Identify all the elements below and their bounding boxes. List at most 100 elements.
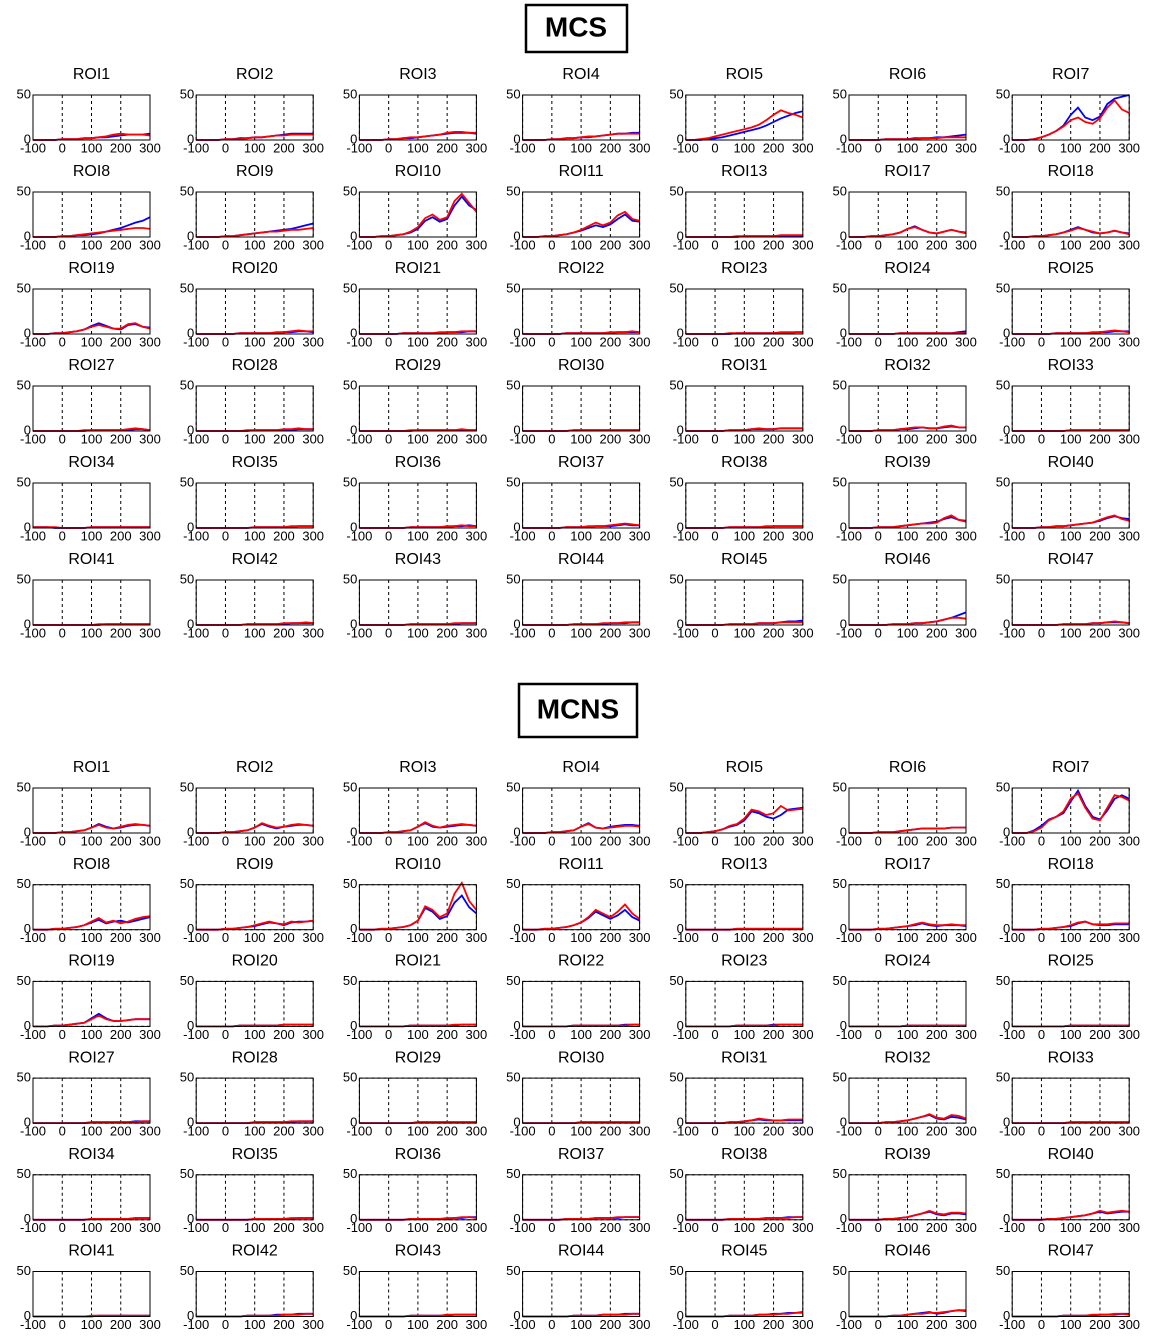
x-tick-label: 0	[875, 833, 882, 848]
y-tick-label: 50	[833, 1263, 847, 1278]
x-tick-label: 100	[733, 1027, 755, 1042]
y-tick-label: 50	[17, 876, 31, 891]
x-tick-label: 200	[763, 930, 785, 945]
x-tick-label: 100	[733, 528, 755, 543]
y-tick-label: 50	[17, 280, 31, 295]
plot-title: ROI36	[395, 1146, 441, 1163]
plot-title: ROI17	[884, 163, 930, 180]
y-tick-label: 50	[833, 1166, 847, 1181]
plot-title: ROI44	[558, 551, 604, 568]
x-tick-label: 100	[733, 140, 755, 155]
plot-title: ROI45	[721, 551, 767, 568]
plot-frame	[358, 787, 477, 834]
x-tick-label: -100	[673, 1124, 699, 1139]
plot-frame	[1011, 385, 1130, 432]
x-tick-label: 100	[81, 1027, 103, 1042]
y-tick-label: 50	[996, 1166, 1010, 1181]
y-tick-label: 0	[350, 1308, 357, 1323]
plot-title: ROI20	[232, 260, 278, 277]
x-tick-label: -100	[510, 1317, 536, 1332]
plot-frame	[1011, 884, 1130, 931]
plot-title: ROI47	[1048, 551, 1094, 568]
x-tick-label: 200	[1089, 140, 1111, 155]
x-tick-label: 0	[1038, 833, 1045, 848]
plot-title: ROI34	[68, 454, 114, 471]
x-tick-label: 200	[599, 833, 621, 848]
x-tick-label: 200	[1089, 237, 1111, 252]
plot-frame	[358, 1077, 477, 1124]
plot-title: ROI24	[884, 953, 930, 970]
y-tick-label: 50	[180, 876, 194, 891]
y-tick-label: 0	[840, 325, 847, 340]
x-tick-label: 300	[792, 1124, 814, 1139]
y-tick-label: 0	[677, 1308, 684, 1323]
y-tick-label: 50	[343, 973, 357, 988]
x-tick-label: 200	[273, 930, 295, 945]
x-tick-label: 0	[548, 625, 555, 640]
x-tick-label: 0	[222, 625, 229, 640]
plot-frame	[32, 191, 151, 238]
y-tick-label: 50	[669, 183, 683, 198]
plot-title: ROI43	[395, 551, 441, 568]
x-tick-label: -100	[999, 334, 1025, 349]
x-tick-label: 300	[466, 833, 488, 848]
x-tick-label: 100	[570, 1220, 592, 1235]
x-tick-label: 100	[570, 930, 592, 945]
y-tick-label: 0	[840, 422, 847, 437]
plot-frame	[32, 579, 151, 626]
plot-title: ROI30	[558, 1049, 604, 1066]
series-line	[33, 1014, 150, 1028]
x-tick-label: 200	[110, 1220, 132, 1235]
x-tick-label: 200	[763, 237, 785, 252]
x-tick-label: 0	[1038, 140, 1045, 155]
plot-title: ROI31	[721, 1049, 767, 1066]
plot-frame	[685, 385, 804, 432]
x-tick-label: 100	[897, 1220, 919, 1235]
x-tick-label: -100	[673, 930, 699, 945]
y-tick-label: 0	[677, 1211, 684, 1226]
plot-frame	[358, 884, 477, 931]
x-tick-label: -100	[510, 1220, 536, 1235]
x-tick-label: -100	[510, 140, 536, 155]
plot-title: ROI6	[889, 759, 926, 776]
y-tick-label: 0	[677, 325, 684, 340]
y-tick-label: 50	[17, 474, 31, 489]
y-tick-label: 50	[996, 876, 1010, 891]
x-tick-label: 0	[875, 1220, 882, 1235]
plot-title: ROI42	[232, 551, 278, 568]
x-tick-label: 200	[110, 528, 132, 543]
x-tick-label: 100	[897, 833, 919, 848]
x-tick-label: 0	[548, 1124, 555, 1139]
y-tick-label: 0	[677, 131, 684, 146]
x-tick-label: 0	[548, 930, 555, 945]
plot-title: ROI18	[1048, 856, 1094, 873]
x-tick-label: 200	[436, 930, 458, 945]
x-tick-label: 0	[711, 237, 718, 252]
y-tick-label: 0	[513, 228, 520, 243]
x-tick-label: -100	[673, 625, 699, 640]
y-tick-label: 0	[840, 824, 847, 839]
x-tick-label: 200	[599, 1027, 621, 1042]
x-tick-label: 300	[792, 237, 814, 252]
x-tick-label: 200	[763, 1317, 785, 1332]
x-tick-label: 100	[897, 431, 919, 446]
x-tick-label: 0	[59, 1317, 66, 1332]
x-tick-label: -100	[836, 334, 862, 349]
y-tick-label: 50	[669, 973, 683, 988]
x-tick-label: 100	[407, 930, 429, 945]
plot-title: ROI34	[68, 1146, 114, 1163]
x-tick-label: 100	[81, 1317, 103, 1332]
x-tick-label: -100	[20, 1124, 46, 1139]
y-tick-label: 0	[1003, 1018, 1010, 1033]
x-tick-label: 300	[302, 528, 324, 543]
plot-frame	[1011, 1077, 1130, 1124]
plot-title: ROI33	[1048, 1049, 1094, 1066]
plot-frame	[848, 288, 967, 335]
x-tick-label: 0	[875, 1027, 882, 1042]
plot-title: ROI1	[73, 759, 110, 776]
x-tick-label: 100	[570, 1317, 592, 1332]
x-tick-label: 300	[1118, 334, 1140, 349]
y-tick-label: 0	[1003, 228, 1010, 243]
plot-title: ROI38	[721, 454, 767, 471]
x-tick-label: 100	[733, 237, 755, 252]
